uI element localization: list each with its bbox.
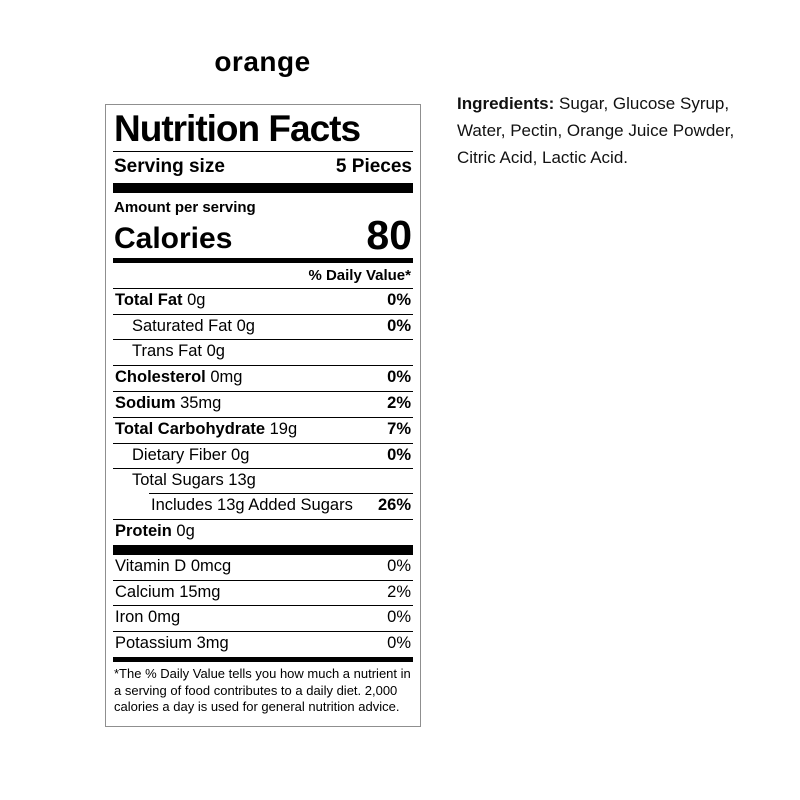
nutrient-row: Total Sugars 13g bbox=[113, 468, 413, 494]
nutrient-row: Calcium 15mg 2% bbox=[113, 579, 413, 606]
thick-divider-bar bbox=[113, 544, 413, 555]
nutrient-name: Trans Fat 0g bbox=[132, 342, 225, 361]
nutrient-name: Total Sugars 13g bbox=[132, 471, 256, 490]
daily-value: 2% bbox=[387, 394, 411, 413]
nutrient-row: Total Carbohydrate 19g 7% bbox=[113, 416, 413, 443]
daily-value-header: % Daily Value* bbox=[308, 266, 411, 284]
nutrient-row: Iron 0mg 0% bbox=[113, 605, 413, 631]
nutrient-rows: Total Fat 0g 0% Saturated Fat 0g 0% Trans Fa… bbox=[113, 287, 413, 545]
amount-per-serving-label: Amount per serving bbox=[114, 198, 256, 216]
nutrient-name: Saturated Fat 0g bbox=[132, 316, 255, 335]
nutrient-row: Vitamin D 0mcg 0% bbox=[113, 555, 413, 580]
nutrient-row: Includes 13g Added Sugars 26% bbox=[113, 493, 413, 519]
serving-size-row: Serving size 5 Pieces bbox=[113, 152, 413, 183]
daily-value: 0% bbox=[387, 556, 411, 575]
nutrient-row: Cholesterol 0mg 0% bbox=[113, 365, 413, 391]
daily-value: 0% bbox=[387, 445, 411, 464]
nutrient-name: Potassium 3mg bbox=[115, 634, 229, 653]
daily-value: 0% bbox=[387, 316, 411, 335]
serving-size-label: Serving size bbox=[114, 155, 225, 177]
daily-value: 0% bbox=[387, 290, 411, 309]
divider bbox=[113, 150, 413, 152]
daily-value: 7% bbox=[387, 419, 411, 438]
nutrient-row: Potassium 3mg 0% bbox=[113, 631, 413, 657]
nutrient-name: Total Carbohydrate 19g bbox=[115, 419, 298, 438]
daily-value: 0% bbox=[387, 368, 411, 387]
nutrient-row: Dietary Fiber 0g 0% bbox=[113, 442, 413, 469]
nutrient-row: Trans Fat 0g bbox=[113, 339, 413, 365]
nutrient-name: Total Fat 0g bbox=[115, 290, 206, 309]
nutrient-name: Cholesterol 0mg bbox=[115, 368, 243, 387]
calories-row: Calories 80 bbox=[113, 211, 413, 258]
nutrient-name: Vitamin D 0mcg bbox=[115, 556, 232, 575]
nutrient-row: Sodium 35mg 2% bbox=[113, 391, 413, 417]
medium-divider-bar bbox=[113, 257, 413, 263]
footnote-divider-bar bbox=[113, 657, 413, 663]
nutrition-facts-heading: Nutrition Facts bbox=[114, 108, 361, 149]
daily-value: 0% bbox=[387, 608, 411, 627]
nutrient-name: Sodium 35mg bbox=[115, 394, 222, 413]
daily-value-footnote: *The % Daily Value tells you how much a … bbox=[114, 666, 411, 715]
nutrition-facts-label: Nutrition Facts Serving size 5 Pieces Am… bbox=[105, 104, 421, 727]
nutrient-name: Calcium 15mg bbox=[115, 582, 221, 601]
serving-size-value: 5 Pieces bbox=[335, 155, 412, 177]
nutrient-name: Protein 0g bbox=[115, 522, 195, 541]
ingredients-text: Ingredients: Sugar, Glucose Syrup, Water… bbox=[457, 90, 761, 171]
product-title: orange bbox=[214, 46, 311, 77]
nutrient-row: Total Fat 0g 0% bbox=[113, 287, 413, 314]
thick-divider-bar bbox=[113, 182, 413, 193]
ingredients-list: Sugar, Glucose Syrup, Water, Pectin, Ora… bbox=[457, 94, 735, 167]
nutrient-name: Iron 0mg bbox=[115, 608, 181, 627]
calories-value: 80 bbox=[366, 211, 412, 258]
daily-value: 2% bbox=[387, 582, 411, 601]
nutrient-name: Dietary Fiber 0g bbox=[132, 445, 250, 464]
nutrient-name: Includes 13g Added Sugars bbox=[151, 496, 353, 515]
nutrient-row: Protein 0g bbox=[113, 519, 413, 545]
ingredients-label: Ingredients: bbox=[457, 94, 555, 113]
daily-value: 26% bbox=[377, 496, 411, 515]
calories-label: Calories bbox=[114, 222, 233, 256]
nutrient-row: Saturated Fat 0g 0% bbox=[113, 313, 413, 340]
daily-value: 0% bbox=[387, 634, 411, 653]
vitamin-rows: Vitamin D 0mcg 0% Calcium 15mg 2% Iron 0mg 0%… bbox=[113, 555, 413, 657]
